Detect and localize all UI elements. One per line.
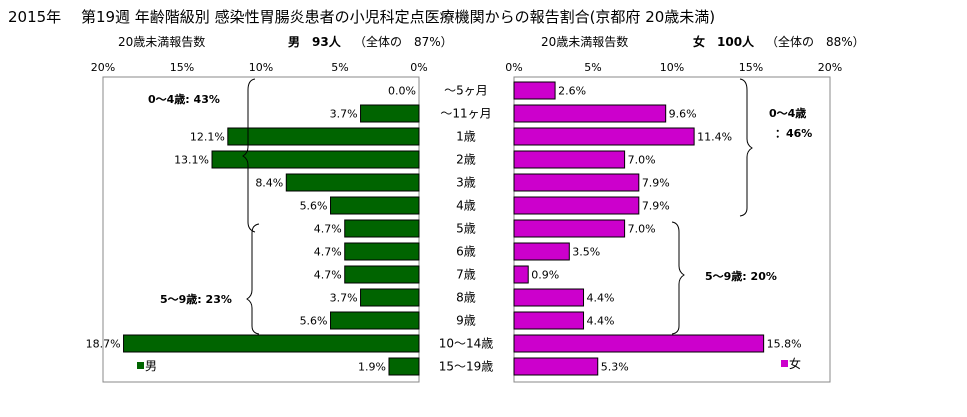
male-bar xyxy=(360,288,420,307)
male-bar xyxy=(344,242,420,261)
female-value-label: 7.0% xyxy=(628,154,656,167)
female-bar xyxy=(513,242,570,261)
male-bar xyxy=(344,265,420,284)
female-legend-label: 女 xyxy=(789,356,801,371)
female-value-label: 7.9% xyxy=(642,177,670,190)
female-value-label: 7.0% xyxy=(628,223,656,236)
female-bar xyxy=(513,219,626,238)
age-category-label: 3歳 xyxy=(456,176,476,190)
male-bar xyxy=(227,127,420,146)
male-bar xyxy=(330,196,420,215)
male-5-9-annotation: 5～9歳: 23% xyxy=(160,292,232,306)
male-x-tick-label: 20% xyxy=(91,61,115,74)
male-5-9-brace xyxy=(246,223,260,335)
female-axis-title: 20歳未満報告数 xyxy=(541,34,628,49)
female-x-tick-label: 5% xyxy=(584,61,601,74)
male-x-tick-label: 0% xyxy=(410,61,427,74)
female-legend-swatch xyxy=(781,360,788,367)
male-value-label: 3.7% xyxy=(330,292,358,305)
female-value-label: 4.4% xyxy=(587,315,615,328)
male-value-label: 4.7% xyxy=(314,223,342,236)
female-bar xyxy=(513,288,585,307)
male-axis-title: 20歳未満報告数 xyxy=(118,34,205,49)
female-x-tick-label: 10% xyxy=(660,61,684,74)
male-share-label: （全体の 87%） xyxy=(354,34,453,49)
female-bar xyxy=(513,357,599,376)
female-value-label: 9.6% xyxy=(669,108,697,121)
age-category-label: ～5ヶ月 xyxy=(444,84,488,98)
age-category-label: 5歳 xyxy=(456,222,476,236)
female-value-label: 0.9% xyxy=(531,269,559,282)
female-bar xyxy=(513,196,640,215)
male-group-label: 男 93人 xyxy=(288,34,342,49)
male-value-label: 5.6% xyxy=(300,200,328,213)
female-share-label: （全体の 88%） xyxy=(766,34,865,49)
male-value-label: 8.4% xyxy=(255,177,283,190)
female-bar xyxy=(513,150,626,169)
male-value-label: 4.7% xyxy=(314,269,342,282)
male-value-label: 3.7% xyxy=(330,108,358,121)
female-bar xyxy=(513,104,667,123)
female-x-tick-label: 20% xyxy=(818,61,842,74)
male-bar xyxy=(388,357,420,376)
male-0-4-annotation: 0～4歳: 43% xyxy=(148,92,220,106)
female-group-label: 女 100人 xyxy=(693,34,755,49)
age-category-label: 1歳 xyxy=(456,130,476,144)
male-value-label: 12.1% xyxy=(190,131,225,144)
chart-title: 2015年 第19週 年齢階級別 感染性胃腸炎患者の小児科定点医療機関からの報告… xyxy=(8,8,715,26)
female-bar xyxy=(513,173,640,192)
female-0-4-brace xyxy=(739,78,753,217)
female-value-label: 3.5% xyxy=(572,246,600,259)
female-bar xyxy=(513,81,556,100)
age-category-label: 9歳 xyxy=(456,314,476,328)
female-5-9-brace xyxy=(671,221,685,335)
age-category-label: 4歳 xyxy=(456,199,476,213)
male-value-label: 5.6% xyxy=(300,315,328,328)
male-bar xyxy=(123,334,420,353)
age-category-label: 10～14歳 xyxy=(439,337,494,351)
age-category-label: 7歳 xyxy=(456,268,476,282)
female-value-label: 4.4% xyxy=(587,292,615,305)
male-x-tick-label: 10% xyxy=(249,61,273,74)
female-value-label: 2.6% xyxy=(558,85,586,98)
male-x-tick-label: 15% xyxy=(170,61,194,74)
male-value-label: 0.0% xyxy=(388,85,416,98)
male-bar xyxy=(211,150,420,169)
female-0-4-annotation-line2: ：46% xyxy=(775,127,812,140)
male-0-4-brace xyxy=(242,78,256,233)
female-bar xyxy=(513,311,585,330)
age-category-label: 15～19歳 xyxy=(439,360,494,374)
female-value-label: 7.9% xyxy=(642,200,670,213)
female-value-label: 15.8% xyxy=(767,338,802,351)
male-bar xyxy=(285,173,420,192)
female-bar xyxy=(513,265,529,284)
male-bar xyxy=(330,311,420,330)
female-value-label: 5.3% xyxy=(601,361,629,374)
age-category-label: 8歳 xyxy=(456,291,476,305)
male-value-label: 13.1% xyxy=(174,154,209,167)
male-legend-swatch xyxy=(137,362,144,369)
female-bar xyxy=(513,334,765,353)
age-category-label: 6歳 xyxy=(456,245,476,259)
female-x-tick-label: 15% xyxy=(739,61,763,74)
male-value-label: 18.7% xyxy=(86,338,121,351)
age-category-label: ～11ヶ月 xyxy=(440,107,491,121)
female-bar xyxy=(513,127,695,146)
male-value-label: 4.7% xyxy=(314,246,342,259)
female-0-4-annotation-line1: 0～4歳 xyxy=(769,106,806,120)
male-bar xyxy=(360,104,420,123)
male-x-tick-label: 5% xyxy=(331,61,348,74)
male-bar xyxy=(344,219,420,238)
male-value-label: 1.9% xyxy=(358,361,386,374)
female-5-9-annotation: 5～9歳: 20% xyxy=(705,269,777,283)
male-legend-label: 男 xyxy=(145,359,157,373)
female-value-label: 11.4% xyxy=(697,131,732,144)
age-category-label: 2歳 xyxy=(456,153,476,167)
female-x-tick-label: 0% xyxy=(505,61,522,74)
